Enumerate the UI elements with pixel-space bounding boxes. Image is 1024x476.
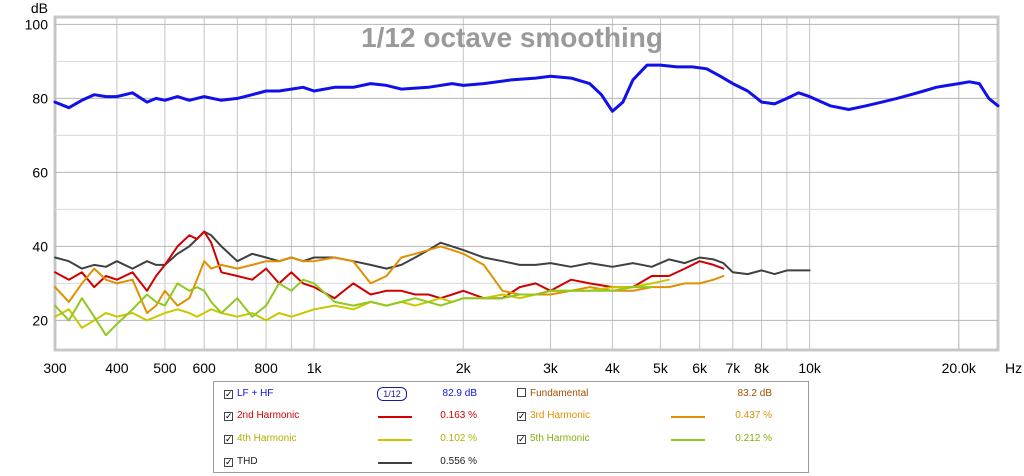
x-tick-label: 10k bbox=[798, 360, 822, 376]
plot-area bbox=[53, 15, 1000, 352]
legend-swatch-3rd-harmonic bbox=[671, 416, 705, 418]
x-tick-label: 20.0k bbox=[942, 360, 977, 376]
checkbox-fundamental[interactable] bbox=[517, 388, 526, 397]
legend-item-3rd-harmonic[interactable]: ✓ 3rd Harmonic bbox=[517, 410, 591, 422]
legend-item-4th-harmonic[interactable]: ✓ 4th Harmonic bbox=[224, 433, 297, 445]
y-tick-label: 40 bbox=[32, 238, 48, 254]
legend-value-2nd-harmonic: 0.163 % bbox=[440, 410, 477, 421]
legend-swatch-thd bbox=[378, 462, 412, 464]
legend-value-lf-hf: 82.9 dB bbox=[442, 388, 477, 399]
legend-item-fundamental[interactable]: Fundamental bbox=[517, 387, 588, 401]
checkbox-3rd-harmonic[interactable]: ✓ bbox=[517, 412, 526, 422]
legend-item-thd[interactable]: ✓ THD bbox=[224, 456, 258, 468]
checkbox-2nd-harmonic[interactable]: ✓ bbox=[224, 412, 233, 422]
checkbox-5th-harmonic[interactable]: ✓ bbox=[517, 435, 526, 445]
series-line-5th-harmonic bbox=[54, 278, 653, 337]
x-tick-label: 500 bbox=[153, 360, 177, 376]
x-tick-label: 2k bbox=[456, 360, 472, 376]
series-line-2nd-harmonic bbox=[54, 230, 725, 300]
y-tick-label: 60 bbox=[32, 164, 48, 180]
x-tick-label: 7k bbox=[725, 360, 741, 376]
checkbox-lf-hf[interactable]: ✓ bbox=[224, 390, 233, 400]
smoothing-button[interactable]: 1/12 bbox=[377, 387, 407, 401]
x-tick-label: 6k bbox=[692, 360, 708, 376]
legend-swatch-4th-harmonic bbox=[378, 439, 412, 441]
legend-value-3rd-harmonic: 0.437 % bbox=[735, 410, 772, 421]
legend-value-4th-harmonic: 0.102 % bbox=[440, 433, 477, 444]
x-tick-label: 4k bbox=[605, 360, 621, 376]
legend-value-5th-harmonic: 0.212 % bbox=[735, 433, 772, 444]
y-tick-label: 100 bbox=[25, 16, 49, 32]
y-tick-label: 20 bbox=[32, 312, 48, 328]
legend-item-5th-harmonic[interactable]: ✓ 5th Harmonic bbox=[517, 433, 590, 445]
x-tick-label: 8k bbox=[754, 360, 770, 376]
legend-item-lf-hf[interactable]: ✓ LF + HF bbox=[224, 388, 274, 400]
series-line-3rd-harmonic bbox=[54, 245, 725, 314]
x-tick-label: 800 bbox=[254, 360, 278, 376]
checkbox-4th-harmonic[interactable]: ✓ bbox=[224, 435, 233, 445]
y-tick-label: 80 bbox=[32, 90, 48, 106]
y-axis-label: dB bbox=[31, 0, 48, 16]
x-axis-label: Hz bbox=[1005, 360, 1022, 376]
legend-value-thd: 0.556 % bbox=[440, 456, 477, 467]
x-tick-label: 400 bbox=[105, 360, 129, 376]
x-tick-label: 300 bbox=[43, 360, 67, 376]
legend-value-fundamental: 83.2 dB bbox=[737, 388, 772, 399]
x-tick-label: 600 bbox=[192, 360, 216, 376]
chart-title: 1/12 octave smoothing bbox=[361, 22, 663, 53]
legend-swatch-2nd-harmonic bbox=[378, 416, 412, 418]
x-tick-label: 1k bbox=[307, 360, 323, 376]
legend-swatch-5th-harmonic bbox=[671, 439, 705, 441]
x-tick-label: 3k bbox=[543, 360, 559, 376]
legend-panel: ✓ LF + HF 1/12 82.9 dB Fundamental 83.2 d… bbox=[213, 381, 809, 473]
series-line-lf-hf bbox=[53, 63, 1000, 113]
checkbox-thd[interactable]: ✓ bbox=[224, 458, 233, 468]
x-tick-label: 5k bbox=[653, 360, 669, 376]
legend-item-2nd-harmonic[interactable]: ✓ 2nd Harmonic bbox=[224, 410, 300, 422]
